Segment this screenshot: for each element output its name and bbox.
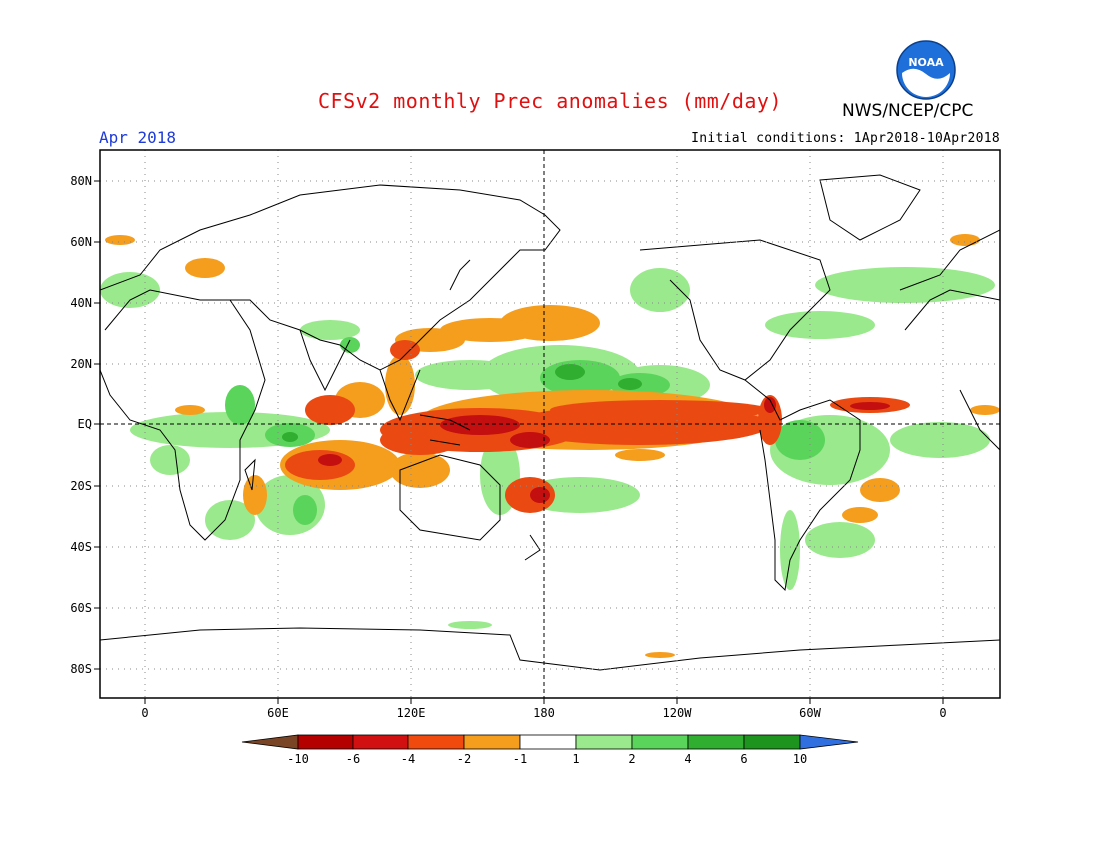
reference-lines <box>100 150 1000 698</box>
colorbar-cell-8 <box>687 734 745 750</box>
colorbar-cell-9 <box>743 734 801 750</box>
coastlines <box>100 174 1000 671</box>
colorbar-label: 6 <box>740 752 748 766</box>
colorbar-cell-2 <box>352 734 409 750</box>
chart-title: CFSv2 monthly Prec anomalies (mm/day) <box>317 89 783 113</box>
x-tick-label: 120W <box>662 706 692 720</box>
colorbar-label: -10 <box>287 752 309 766</box>
colorbar-cell-gt-10 <box>799 734 859 750</box>
colorbar-label: 10 <box>792 752 808 766</box>
colorbar-cell-1 <box>297 734 354 750</box>
colorbar <box>241 734 859 750</box>
x-tick-label: 60W <box>799 706 821 720</box>
wet-strong-regions <box>282 364 642 442</box>
colorbar-cell-5 <box>519 734 577 750</box>
x-tick-label: 120E <box>396 706 426 720</box>
y-tick-label: 40S <box>70 540 92 554</box>
y-tick-label: 60S <box>70 601 92 615</box>
period-label: Apr 2018 <box>99 128 177 147</box>
noaa-logo: NOAA <box>896 40 956 100</box>
x-tick-label: 180 <box>533 706 555 720</box>
y-tick-label: 60N <box>70 235 92 249</box>
logo-text: NOAA <box>908 56 944 69</box>
x-tick-label: 60E <box>267 706 289 720</box>
colorbar-cell-4 <box>463 734 521 750</box>
colorbar-cell-6 <box>575 734 633 750</box>
colorbar-label: -1 <box>512 752 528 766</box>
y-tick-label: EQ <box>77 417 92 431</box>
y-tick-label: 40N <box>70 296 92 310</box>
colorbar-label: 4 <box>684 752 692 766</box>
y-tick-label: 80N <box>70 174 92 188</box>
colorbar-cell-3 <box>407 734 465 750</box>
dry-strong-regions <box>318 397 890 503</box>
colorbar-label: 2 <box>628 752 636 766</box>
colorbar-label: -6 <box>345 752 361 766</box>
colorbar-cell-7 <box>631 734 689 750</box>
y-tick-label: 80S <box>70 662 92 676</box>
x-tick-label: 0 <box>939 706 947 720</box>
colorbar-label: -4 <box>400 752 416 766</box>
colorbar-cell-lt-10 <box>241 734 299 750</box>
colorbar-label: 1 <box>572 752 580 766</box>
x-tick-label: 0 <box>141 706 149 720</box>
initial-conditions-label: Initial conditions: 1Apr2018-10Apr2018 <box>691 131 1000 146</box>
gridlines <box>100 150 1000 698</box>
organization-label: NWS/NCEP/CPC <box>842 101 974 121</box>
colorbar-label: -2 <box>456 752 472 766</box>
tick-marks <box>94 180 944 704</box>
anomaly-fields <box>100 234 1000 658</box>
y-tick-label: 20S <box>70 479 92 493</box>
y-tick-label: 20N <box>70 357 92 371</box>
